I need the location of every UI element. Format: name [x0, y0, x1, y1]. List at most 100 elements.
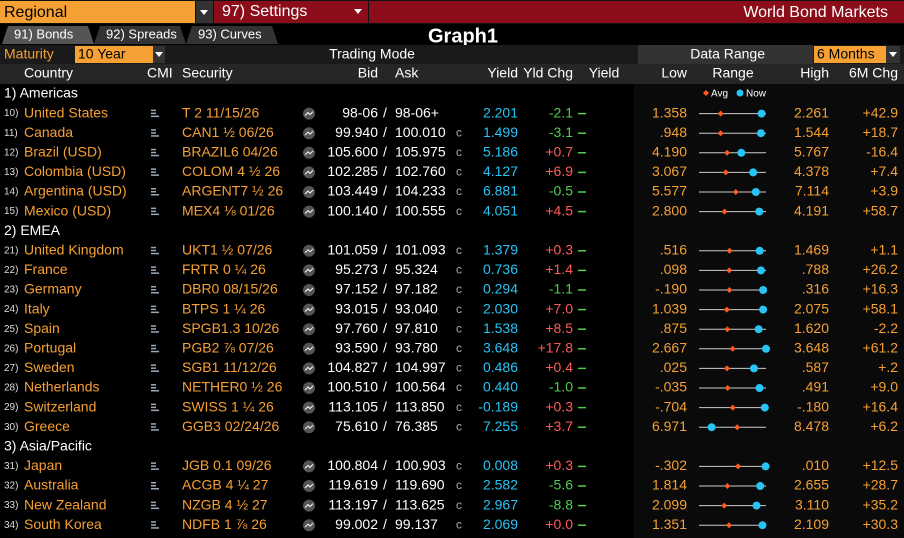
avg-marker	[721, 208, 728, 215]
avg-marker	[724, 385, 731, 391]
graph-icon-line	[304, 248, 314, 254]
country[interactable]: Germany	[24, 281, 82, 297]
yield: 0.486	[483, 359, 518, 375]
tab-label: 92) Spreads	[106, 26, 177, 41]
cmi-icon	[151, 129, 156, 131]
high: .010	[802, 457, 829, 473]
row-num: 32)	[4, 481, 18, 492]
avg-marker	[726, 287, 733, 293]
country[interactable]: United Kingdom	[24, 242, 124, 258]
low: -.035	[655, 379, 687, 395]
yield-change: -5.6	[549, 477, 573, 493]
row-num: 30)	[4, 422, 18, 433]
country[interactable]: New Zealand	[24, 496, 107, 512]
cmi-icon	[151, 423, 156, 425]
country[interactable]: Greece	[24, 418, 70, 434]
ask: 98-06+	[395, 104, 439, 120]
country[interactable]: Canada	[24, 124, 73, 140]
range-box[interactable]	[814, 46, 886, 63]
security: T 2 11/15/26	[182, 104, 260, 120]
high: 1.469	[794, 242, 829, 258]
section: 1) Americas	[4, 85, 78, 101]
ask: 100.010	[395, 124, 446, 140]
range-label: Data Range	[690, 46, 765, 62]
graph-icon-line	[304, 483, 314, 489]
low: 2.800	[652, 202, 687, 218]
avg-marker	[735, 463, 742, 470]
country[interactable]: United States	[24, 104, 108, 120]
high: .316	[802, 281, 829, 297]
ask: 113.625	[395, 496, 445, 512]
settings-tab[interactable]	[214, 1, 368, 23]
yield: 3.648	[483, 340, 518, 356]
flag: c	[456, 204, 462, 218]
low: 2.667	[652, 340, 687, 356]
cmi-icon	[151, 521, 156, 523]
six-month-change: -16.4	[866, 144, 898, 160]
now-marker	[751, 188, 760, 196]
tab	[2, 26, 94, 44]
avg-icon	[703, 90, 709, 96]
security: SWISS 1 ¼ 26	[182, 398, 274, 414]
country[interactable]: Argentina (USD)	[24, 183, 127, 199]
country[interactable]: South Korea	[24, 516, 102, 532]
flag: c	[456, 517, 462, 531]
ask: 97.810	[395, 320, 438, 336]
yield-change: +0.0	[545, 516, 573, 532]
graph-icon-line	[304, 130, 314, 136]
range[interactable]: 6 Months	[817, 46, 875, 62]
avg-marker	[724, 483, 731, 489]
now-marker	[707, 423, 716, 432]
cmi-icon	[151, 384, 156, 386]
cmi-icon	[151, 527, 159, 529]
country[interactable]: Colombia (USD)	[24, 163, 126, 179]
row-num: 21)	[4, 245, 18, 256]
country[interactable]: France	[24, 261, 68, 277]
yield: 0.294	[483, 281, 518, 297]
flag: c	[456, 145, 462, 159]
now-marker	[754, 325, 763, 334]
column-header: Yield	[487, 65, 518, 81]
security: SGB1 11/12/26	[182, 359, 277, 375]
avg-marker	[717, 130, 724, 137]
bid: 100.140	[327, 202, 378, 218]
country[interactable]: Switzerland	[24, 398, 96, 414]
column-header: CMI	[147, 65, 173, 81]
country[interactable]: Mexico (USD)	[24, 202, 111, 218]
graph-label[interactable]: Graph1	[428, 25, 498, 47]
maturity[interactable]: 10 Year	[78, 46, 126, 62]
settings[interactable]: 97) Settings	[222, 3, 307, 20]
menu-box[interactable]	[0, 1, 195, 23]
country[interactable]: Sweden	[24, 359, 75, 375]
low: 1.358	[652, 104, 687, 120]
now-marker	[756, 266, 765, 275]
cmi-icon	[151, 387, 156, 389]
cmi-icon	[151, 207, 156, 210]
menu[interactable]: Regional	[4, 4, 67, 21]
country[interactable]: Netherlands	[24, 379, 100, 395]
six-month-change: +61.2	[863, 340, 899, 356]
yield: 7.255	[483, 418, 518, 434]
yield-change: +7.0	[545, 300, 573, 316]
cmi-icon	[151, 174, 159, 176]
ask: 99.137	[395, 516, 438, 532]
low: 5.577	[652, 183, 687, 199]
low: 1.351	[652, 516, 687, 532]
cmi-icon	[151, 485, 156, 487]
maturity-box[interactable]	[75, 46, 153, 63]
country[interactable]: Portugal	[24, 340, 76, 356]
security: UKT1 ½ 07/26	[182, 242, 272, 258]
bid: 113.105	[328, 398, 378, 414]
graph-icon-line	[304, 170, 314, 175]
bid: 102.285	[327, 163, 378, 179]
slash: /	[383, 300, 387, 316]
country[interactable]: Australia	[24, 477, 79, 493]
six-month-change: +16.4	[863, 398, 899, 414]
six-month-change: +6.2	[870, 418, 898, 434]
country[interactable]: Italy	[24, 300, 50, 316]
high: 7.114	[795, 183, 829, 199]
six-month-change: +18.7	[863, 124, 899, 140]
country[interactable]: Japan	[24, 457, 62, 473]
country[interactable]: Spain	[24, 320, 60, 336]
country[interactable]: Brazil (USD)	[24, 144, 102, 160]
